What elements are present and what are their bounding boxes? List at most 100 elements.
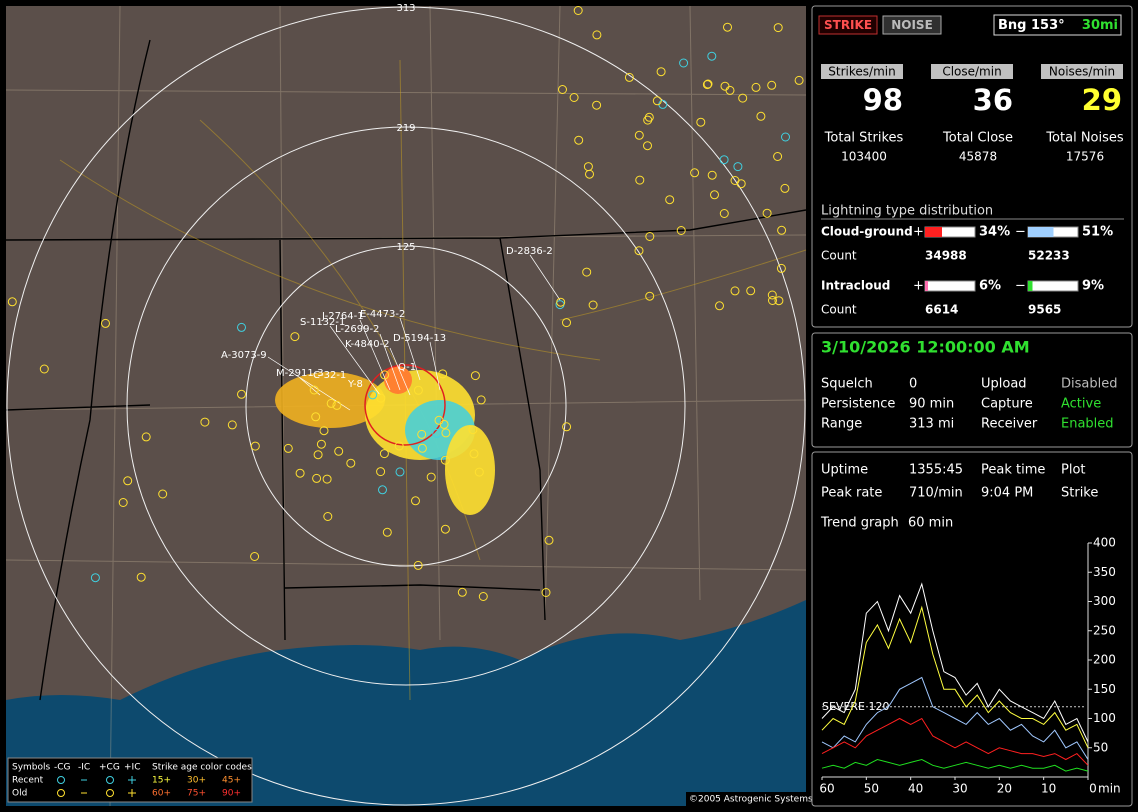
cell-track bbox=[389, 347, 411, 396]
legend-text: Old bbox=[12, 789, 27, 799]
strike-symbol bbox=[794, 75, 804, 85]
count-label: Count bbox=[821, 303, 857, 317]
stat-text: 60 min bbox=[908, 516, 953, 531]
cell-track bbox=[529, 254, 561, 301]
strike-symbol bbox=[413, 385, 423, 395]
stat-text: Peak rate bbox=[821, 486, 882, 501]
x-tick-label: 50 bbox=[864, 782, 879, 796]
strike-symbol bbox=[123, 476, 133, 486]
cell-label: Q-1 bbox=[398, 362, 416, 373]
strike-symbol bbox=[556, 297, 566, 307]
strike-symbol bbox=[426, 472, 436, 482]
strike-symbol bbox=[562, 422, 572, 432]
strike-symbol bbox=[720, 81, 730, 91]
strike-symbol bbox=[432, 428, 442, 438]
strike-symbol bbox=[101, 318, 110, 328]
legend-symbol bbox=[128, 776, 136, 784]
strike-symbol bbox=[656, 67, 666, 77]
strike-symbol bbox=[382, 527, 392, 537]
status-text: Disabled bbox=[1061, 377, 1117, 392]
strike-symbol bbox=[780, 183, 790, 193]
range-rings bbox=[6, 6, 806, 806]
y-tick-label: 200 bbox=[1093, 653, 1116, 667]
strike-symbol bbox=[777, 225, 787, 235]
count: 34988 bbox=[925, 249, 967, 263]
cell-label: E-4473-2 bbox=[360, 309, 405, 320]
strike-symbol bbox=[707, 170, 717, 180]
threshold-label: SEVERE 120 bbox=[822, 700, 890, 713]
status-text: Upload bbox=[981, 377, 1027, 392]
y-tick-label: 50 bbox=[1093, 740, 1108, 754]
strike-symbol bbox=[469, 449, 479, 459]
status-panel bbox=[811, 332, 1133, 448]
trend-line bbox=[821, 758, 1089, 772]
cell-track bbox=[359, 319, 391, 391]
strike-symbol bbox=[376, 467, 386, 477]
strike-symbol bbox=[136, 572, 146, 582]
strike-symbol bbox=[719, 155, 729, 165]
y-tick-label: 400 bbox=[1093, 536, 1116, 550]
cell-track bbox=[399, 317, 421, 381]
status-text: Range bbox=[821, 417, 862, 432]
sign: − bbox=[1015, 225, 1026, 240]
rate-label: Close/min bbox=[942, 65, 1001, 79]
rate-label: Noises/min bbox=[1049, 65, 1115, 79]
strike-symbol bbox=[723, 22, 732, 32]
strike-symbol bbox=[634, 246, 644, 256]
status-grid: Squelch 0 Upload Disabled Persistence 90 min C… bbox=[821, 377, 1117, 432]
strike-symbol bbox=[773, 23, 783, 33]
status-text: Active bbox=[1061, 397, 1101, 412]
status-text: Enabled bbox=[1061, 417, 1114, 432]
strike-symbol bbox=[441, 428, 451, 438]
total-label: Total Strikes bbox=[824, 131, 904, 146]
map: 313 219 125 D-2836-2 J-2764-1 E-4473-2 S… bbox=[5, 3, 813, 807]
strike-symbol bbox=[776, 263, 786, 273]
age-code: 90+ bbox=[222, 789, 241, 799]
strike-symbol bbox=[643, 115, 653, 125]
pct-label: 51% bbox=[1082, 225, 1113, 240]
close-ring bbox=[364, 364, 446, 446]
count: 6614 bbox=[925, 303, 958, 317]
strike-symbol bbox=[376, 393, 386, 403]
legend-symbol bbox=[128, 789, 136, 797]
strike-symbol bbox=[544, 535, 554, 545]
strike-symbol bbox=[311, 412, 321, 422]
pct-bar bbox=[925, 227, 942, 237]
legend-text: Symbols bbox=[12, 763, 51, 773]
strike-symbol bbox=[781, 132, 790, 142]
stat-text: 710/min bbox=[909, 486, 963, 501]
strike-symbol bbox=[635, 175, 645, 185]
noise-button-label[interactable]: NOISE bbox=[891, 18, 933, 32]
strike-symbol bbox=[762, 208, 772, 218]
strike-symbol bbox=[703, 79, 713, 89]
strike-symbol bbox=[652, 96, 662, 106]
strike-symbol bbox=[118, 498, 128, 507]
rate-label-box bbox=[931, 64, 1013, 79]
strike-symbol bbox=[702, 80, 712, 90]
strike-button-label[interactable]: STRIKE bbox=[824, 18, 872, 32]
strike-symbol bbox=[733, 162, 743, 172]
strike-symbol bbox=[380, 370, 390, 380]
range-ring bbox=[245, 245, 567, 567]
trend-line bbox=[821, 582, 1089, 743]
roads bbox=[59, 59, 807, 701]
strike-symbol bbox=[379, 449, 389, 459]
strike-symbol bbox=[634, 130, 644, 140]
legend-text: Recent bbox=[12, 776, 44, 786]
strike-symbol bbox=[719, 209, 729, 218]
strike-symbol bbox=[290, 332, 300, 342]
status-text: Receiver bbox=[981, 417, 1038, 432]
legend-text: -IC bbox=[78, 763, 90, 773]
noise-button[interactable] bbox=[882, 15, 942, 35]
strike-button[interactable] bbox=[818, 15, 878, 35]
x-tick-label: 40 bbox=[908, 782, 923, 796]
ring-label: 219 bbox=[396, 123, 415, 134]
strike-symbol bbox=[312, 473, 322, 483]
strike-symbol bbox=[562, 318, 571, 328]
stat-text: Plot bbox=[1061, 463, 1086, 478]
pct-label: 6% bbox=[979, 279, 1001, 294]
strike-symbol bbox=[158, 489, 168, 499]
strike-symbol bbox=[346, 458, 356, 468]
strike-symbol bbox=[326, 398, 336, 408]
strike-symbol bbox=[476, 395, 486, 405]
